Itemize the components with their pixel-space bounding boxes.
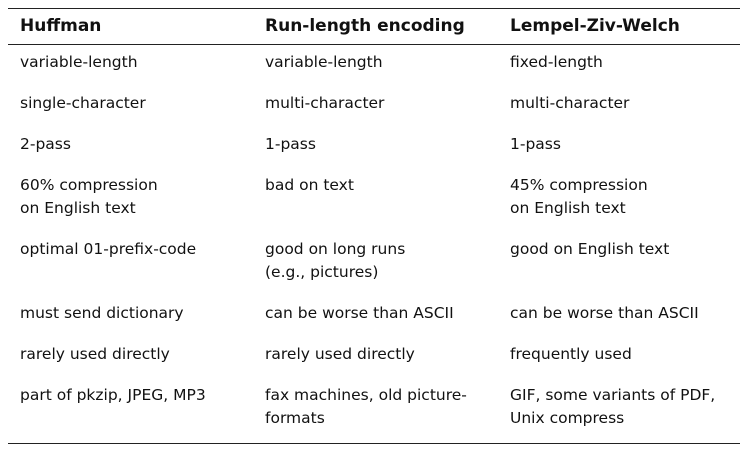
cell-huffman: rarely used directly [8, 334, 253, 375]
cell-line: multi-character [510, 94, 630, 112]
table-row: part of pkzip, JPEG, MP3 fax machines, o… [8, 375, 740, 441]
cell-lzw: GIF, some variants of PDF, Unix compress [498, 375, 740, 441]
cell-line: GIF, some variants of PDF, [510, 386, 716, 404]
cell-huffman: single-character [8, 83, 253, 124]
table-row: 60% compression on English text bad on t… [8, 165, 740, 229]
cell-line: good on long runs [265, 240, 406, 258]
header-lempel-ziv-welch: Lempel-Ziv-Welch [510, 16, 680, 36]
table-bottom-rule [8, 443, 740, 444]
cell-line: 45% compression [510, 176, 648, 194]
cell-line: single-character [20, 94, 146, 112]
cell-lzw: 1-pass [498, 124, 740, 165]
cell-huffman: part of pkzip, JPEG, MP3 [8, 375, 253, 441]
cell-run-length: multi-character [253, 83, 498, 124]
cell-line: 60% compression [20, 176, 158, 194]
cell-run-length: good on long runs (e.g., pictures) [253, 229, 498, 293]
cell-line: rarely used directly [20, 345, 170, 363]
cell-run-length: rarely used directly [253, 334, 498, 375]
cell-line: 2-pass [20, 135, 71, 153]
table-row: variable-length variable-length fixed-le… [8, 45, 740, 84]
cell-huffman: 60% compression on English text [8, 165, 253, 229]
cell-lzw: multi-character [498, 83, 740, 124]
cell-line: variable-length [20, 53, 138, 71]
cell-line: fax machines, old picture- [265, 386, 467, 404]
table-header: Huffman Run-length encoding Lempel-Ziv-W… [8, 8, 740, 45]
comparison-table-container: Huffman Run-length encoding Lempel-Ziv-W… [8, 8, 740, 444]
compression-comparison-table: Huffman Run-length encoding Lempel-Ziv-W… [8, 8, 740, 441]
cell-lzw: can be worse than ASCII [498, 293, 740, 334]
cell-line: can be worse than ASCII [510, 304, 699, 322]
cell-line: on English text [20, 199, 136, 217]
header-row: Huffman Run-length encoding Lempel-Ziv-W… [8, 8, 740, 45]
table-row: rarely used directly rarely used directl… [8, 334, 740, 375]
cell-line: Unix compress [510, 409, 625, 427]
cell-line: 1-pass [265, 135, 316, 153]
cell-line: formats [265, 409, 325, 427]
table-row: 2-pass 1-pass 1-pass [8, 124, 740, 165]
cell-run-length: can be worse than ASCII [253, 293, 498, 334]
cell-line: frequently used [510, 345, 632, 363]
cell-line: variable-length [265, 53, 383, 71]
cell-huffman: 2-pass [8, 124, 253, 165]
cell-huffman: must send dictionary [8, 293, 253, 334]
cell-lzw: frequently used [498, 334, 740, 375]
cell-line: must send dictionary [20, 304, 184, 322]
cell-run-length: variable-length [253, 45, 498, 84]
cell-line: can be worse than ASCII [265, 304, 454, 322]
header-huffman: Huffman [20, 16, 102, 36]
cell-line: (e.g., pictures) [265, 263, 379, 281]
cell-huffman: optimal 01-prefix-code [8, 229, 253, 293]
cell-lzw: good on English text [498, 229, 740, 293]
table-row: must send dictionary can be worse than A… [8, 293, 740, 334]
cell-line: optimal 01-prefix-code [20, 240, 197, 258]
cell-line: 1-pass [510, 135, 561, 153]
cell-lzw: 45% compression on English text [498, 165, 740, 229]
cell-lzw: fixed-length [498, 45, 740, 84]
cell-run-length: bad on text [253, 165, 498, 229]
cell-line: fixed-length [510, 53, 603, 71]
cell-line: bad on text [265, 176, 354, 194]
cell-run-length: fax machines, old picture- formats [253, 375, 498, 441]
cell-line: multi-character [265, 94, 385, 112]
table-row: single-character multi-character multi-c… [8, 83, 740, 124]
cell-line: part of pkzip, JPEG, MP3 [20, 386, 206, 404]
cell-run-length: 1-pass [253, 124, 498, 165]
cell-line: on English text [510, 199, 626, 217]
table-body: variable-length variable-length fixed-le… [8, 45, 740, 442]
cell-line: rarely used directly [265, 345, 415, 363]
cell-huffman: variable-length [8, 45, 253, 84]
cell-line: good on English text [510, 240, 670, 258]
table-row: optimal 01-prefix-code good on long runs… [8, 229, 740, 293]
header-run-length-encoding: Run-length encoding [265, 16, 465, 36]
